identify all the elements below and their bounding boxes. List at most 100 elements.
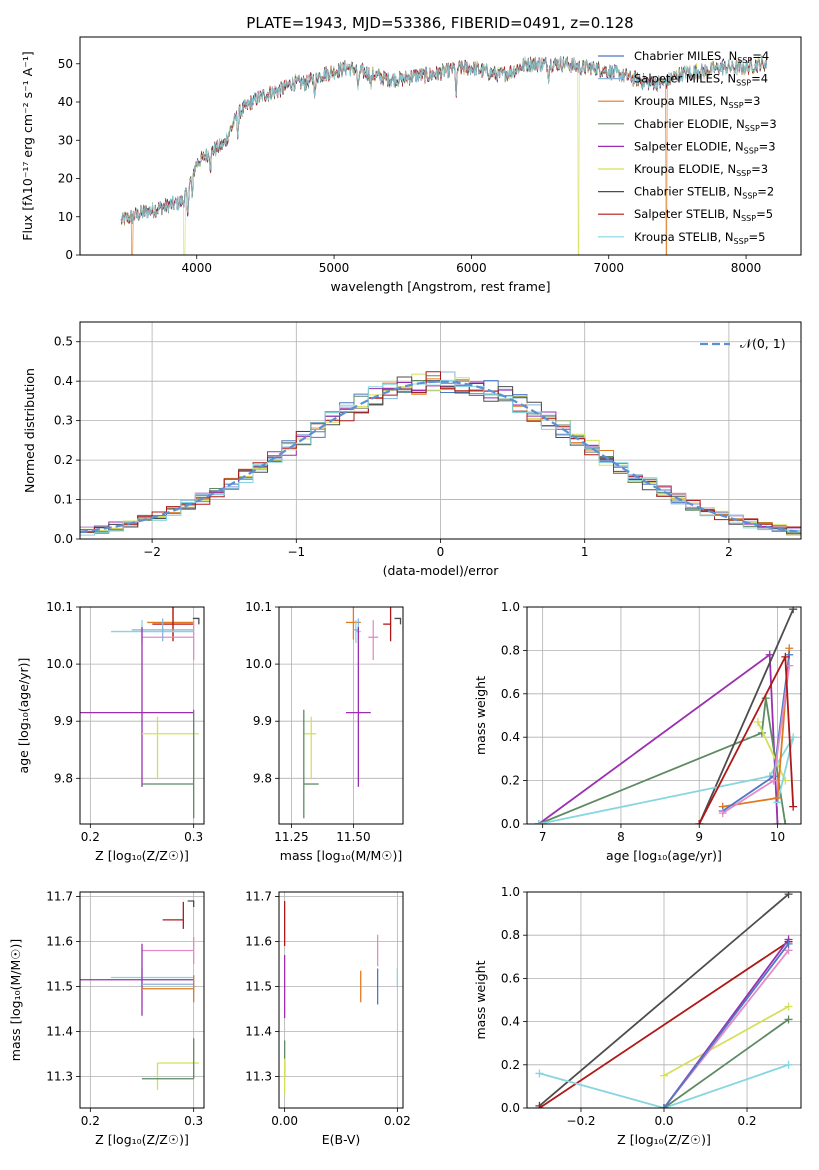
- y-tick-label: 0.6: [501, 687, 520, 701]
- x-tick-label: 10: [770, 830, 785, 844]
- y-tick-label: 0.0: [501, 1101, 520, 1115]
- y-axis-label: mass [log₁₀(M/M☉)]: [8, 939, 23, 1061]
- axes-frame: [526, 891, 802, 1109]
- y-tick-label: 0.5: [54, 335, 73, 349]
- y-tick-label: 10.1: [46, 600, 73, 614]
- y-tick-label: 0.2: [501, 1058, 520, 1072]
- weight-marker-extra-pink: [718, 809, 727, 818]
- axes-frame: [526, 606, 802, 825]
- age-vs-metallicity-panel: 0.2 0.3 9.8 9.9 10.0 10.1 Z [log₁₀(Z/Z☉)] age […: [16, 600, 205, 863]
- y-axis-label: Flux [fλ10⁻¹⁷ erg cm⁻² s⁻¹ A⁻¹]: [20, 51, 35, 240]
- x-tick-label: 1: [581, 545, 589, 559]
- axes-frame: [79, 606, 205, 825]
- weight-marker-chabrier-elodie: [784, 1015, 793, 1024]
- y-tick-label: 0.8: [501, 643, 520, 657]
- errorbar-point-salpeter-elodie: [345, 626, 371, 787]
- y-tick-label: 10.0: [245, 657, 272, 671]
- y-tick-label: 9.9: [253, 714, 272, 728]
- weight-marker-kroupa-stelib: [535, 1069, 544, 1078]
- axes-frame: [79, 321, 802, 540]
- y-tick-label: 0.6: [501, 971, 520, 985]
- plot-area: [80, 900, 199, 1090]
- x-tick-label: 0: [437, 545, 445, 559]
- weight-marker-kroupa-elodie: [784, 1002, 793, 1011]
- errorbar-point-salpeter-stelib: [152, 607, 194, 642]
- y-tick-label: 9.8: [253, 771, 272, 785]
- weight-marker-kroupa-elodie: [753, 718, 762, 727]
- plot-area: [80, 371, 801, 536]
- axes-frame: [278, 891, 404, 1109]
- x-tick-label: 0.2: [81, 830, 100, 844]
- errorbar-point-kroupa-elodie: [142, 716, 199, 780]
- errorbar-point-kroupa-miles: [142, 975, 195, 1003]
- weight-line-salpeter-stelib: [539, 940, 789, 1108]
- x-tick-label: 2: [725, 545, 733, 559]
- y-tick-label: 11.7: [46, 890, 73, 904]
- spectrum-panel: 4000 5000 6000 7000 8000 0 10 20 30 40 50 wavelengt…: [20, 36, 802, 294]
- y-tick-label: 0.4: [501, 1015, 520, 1029]
- errorbar-point-salpeter-elodie: [80, 943, 194, 1016]
- x-axis-label: wavelength [Angstrom, rest frame]: [330, 279, 550, 294]
- spectrum-line-kroupa-miles: [120, 56, 768, 255]
- y-tick-label: 0.2: [54, 453, 73, 467]
- x-tick-label: 7: [539, 830, 547, 844]
- errorbar-point-salpeter-stelib: [162, 901, 184, 929]
- errorbar-point-kroupa-elodie: [156, 1062, 199, 1090]
- weight-line-chabrier-elodie: [663, 1018, 790, 1108]
- y-tick-label: 11.3: [245, 1070, 272, 1084]
- y-tick-label: 0.4: [501, 730, 520, 744]
- x-tick-label: 11.25: [274, 830, 308, 844]
- y-tick-label: 0.4: [54, 374, 73, 388]
- figure-title: PLATE=1943, MJD=53386, FIBERID=0491, z=0…: [246, 14, 633, 32]
- errorbar-point-extra-pink: [142, 937, 195, 964]
- weight-line-kroupa-elodie: [757, 721, 787, 781]
- legend-entry-salpeter-elodie: Salpeter ELODIE, NSSP=3: [634, 139, 776, 155]
- weight-marker-chabrier-miles: [660, 1104, 668, 1108]
- errorbar-point-salpeter-elodie: [80, 626, 194, 787]
- x-tick-label: 7000: [593, 261, 624, 275]
- weight-line-chabrier-stelib: [538, 893, 790, 1107]
- spectrum-line-kroupa-elodie: [120, 56, 768, 255]
- x-tick-label: 0.0: [654, 1114, 673, 1128]
- x-axis-label: Z [log₁₀(Z/Z☉)]: [617, 1132, 711, 1147]
- legend-entry-kroupa-elodie: Kroupa ELODIE, NSSP=3: [634, 162, 768, 178]
- weight-line-chabrier-elodie: [538, 697, 787, 824]
- y-tick-label: 0.1: [54, 493, 73, 507]
- x-axis-label: E(B-V): [322, 1132, 361, 1147]
- weight-line-chabrier-miles: [663, 943, 790, 1108]
- x-tick-label: 0.3: [184, 830, 203, 844]
- weight-vs-metallicity-panel: −0.2 0.0 0.2 0.0 0.2 0.4 0.6 0.8 1.0 Z [log₁₀(Z/Z…: [473, 885, 802, 1147]
- y-tick-label: 11.6: [245, 935, 272, 949]
- errorbar-point-chabrier-elodie: [142, 1038, 195, 1080]
- x-tick-label: 11.50: [336, 830, 370, 844]
- weight-marker-salpeter-stelib: [535, 1104, 544, 1108]
- y-tick-label: 11.4: [245, 1025, 272, 1039]
- weight-marker-kroupa-stelib: [534, 820, 543, 824]
- axes-frame: [79, 36, 802, 256]
- errorbar-point-chabrier-elodie: [142, 709, 195, 819]
- legend-entry-salpeter-stelib: Salpeter STELIB, NSSP=5: [634, 207, 773, 223]
- plot-area: [303, 607, 402, 819]
- x-tick-label: 5000: [319, 261, 350, 275]
- x-tick-label: 0.02: [384, 1114, 411, 1128]
- y-tick-label: 10: [58, 210, 73, 224]
- x-tick-label: 8000: [731, 261, 762, 275]
- weight-marker-chabrier-miles: [784, 939, 793, 948]
- x-axis-label: (data-model)/error: [383, 563, 500, 578]
- x-tick-label: 0.3: [184, 1114, 203, 1128]
- legend-entry-normal: 𝒩(0, 1): [740, 336, 786, 351]
- weight-marker-kroupa-stelib: [784, 1060, 793, 1069]
- mass-vs-extinction-panel: 0.00 0.02 11.3 11.4 11.5 11.6 11.7 E(B-V): [245, 890, 410, 1148]
- plot-area: [80, 607, 200, 819]
- x-axis-label: mass [log₁₀(M/M☉)]: [280, 848, 402, 863]
- weight-marker-chabrier-elodie: [781, 820, 790, 824]
- y-tick-label: 11.4: [46, 1025, 73, 1039]
- x-tick-label: 0.00: [271, 1114, 298, 1128]
- y-tick-label: 9.9: [54, 714, 73, 728]
- weight-line-kroupa-elodie: [663, 1005, 789, 1077]
- plot-area: [283, 901, 399, 1095]
- y-tick-label: 40: [58, 95, 73, 109]
- y-tick-label: 10.1: [245, 600, 272, 614]
- legend-entry-chabrier-elodie: Chabrier ELODIE, NSSP=3: [634, 117, 777, 133]
